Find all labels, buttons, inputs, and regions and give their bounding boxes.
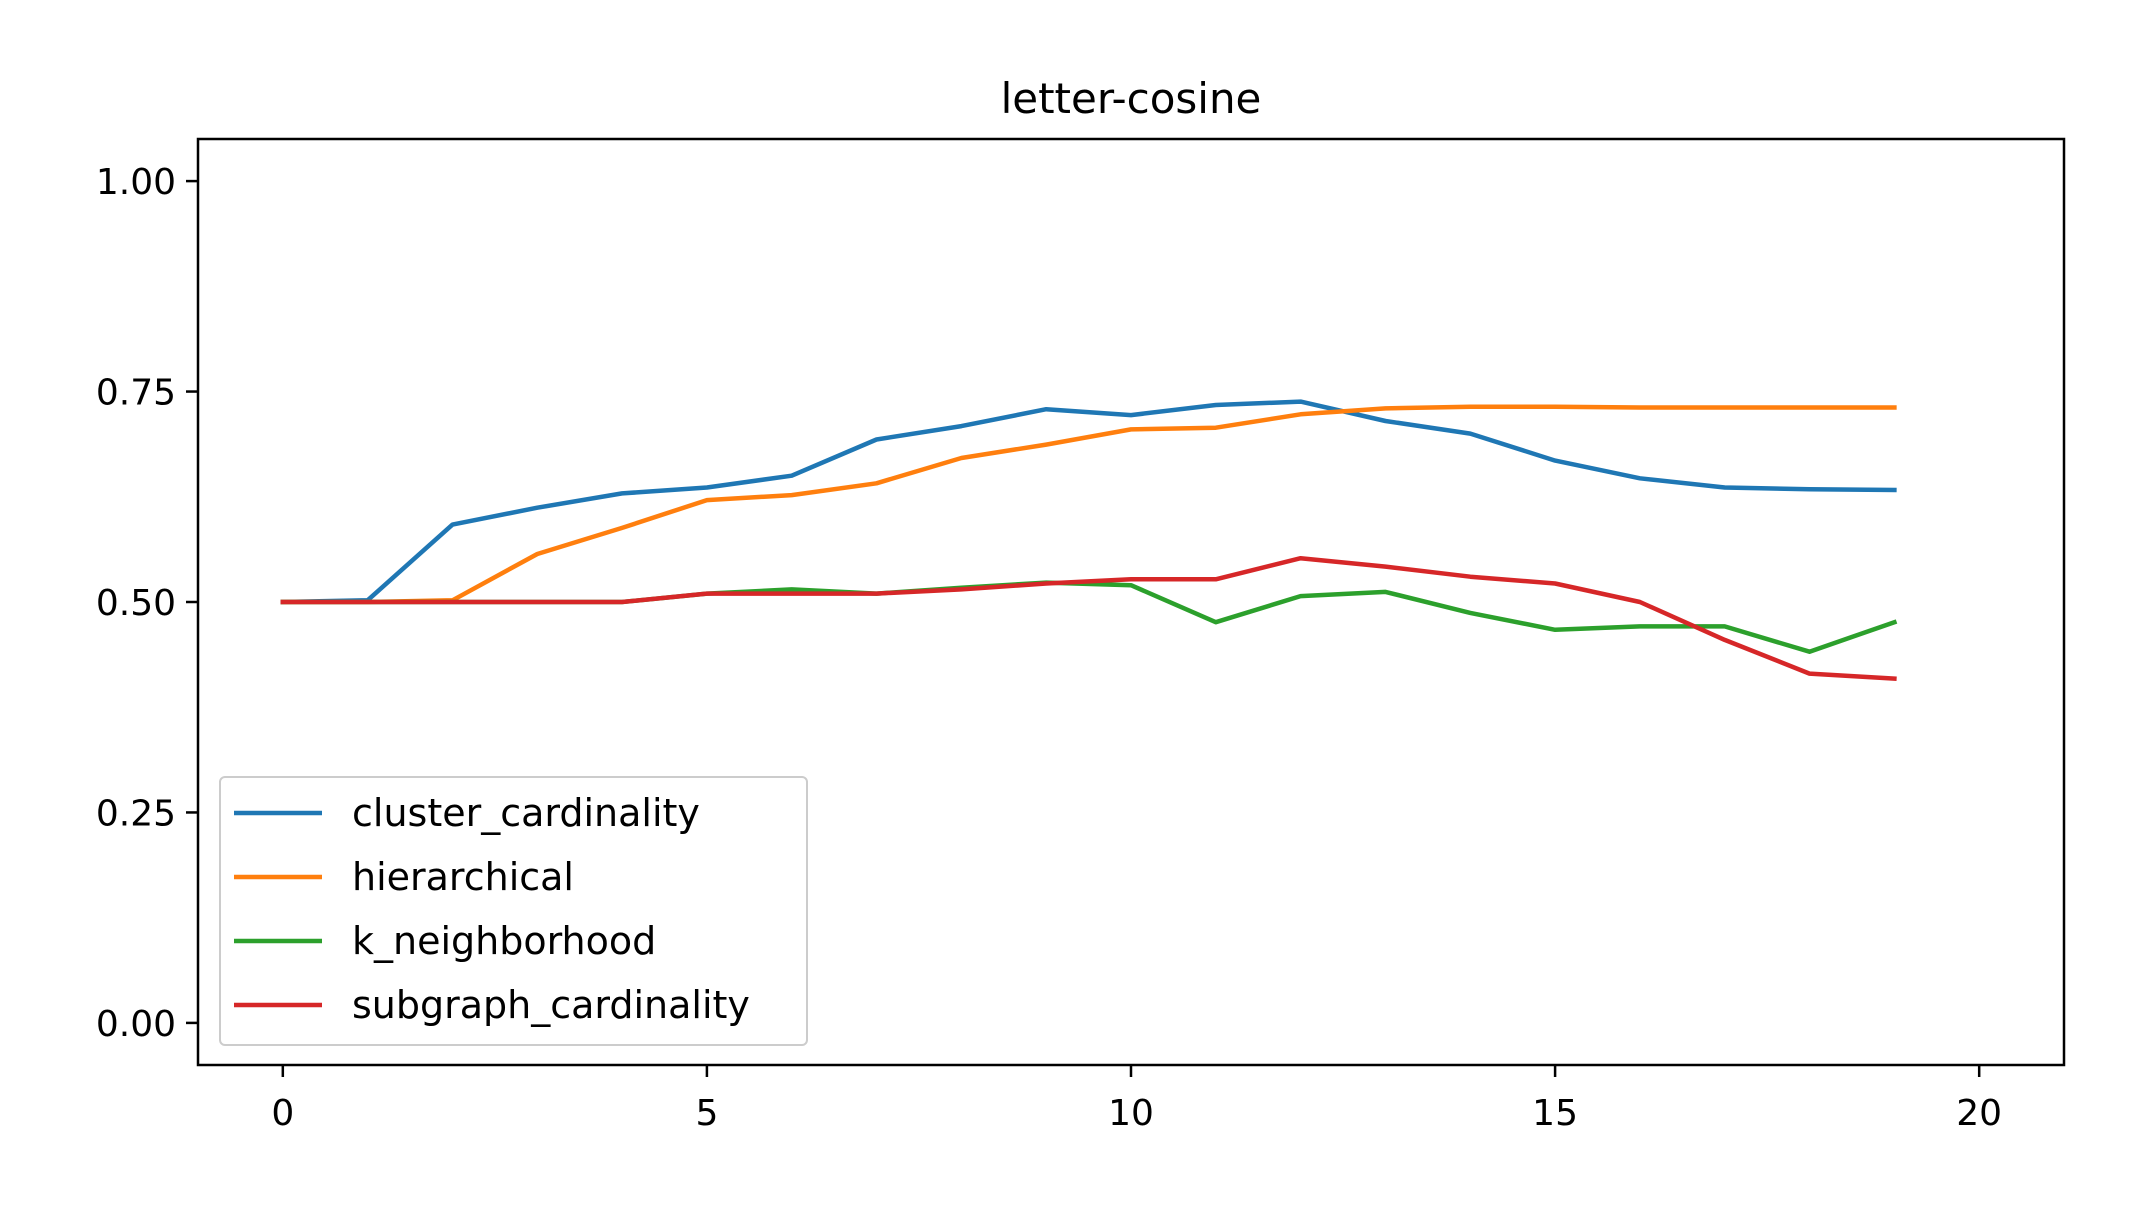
y-tick-label: 1.00 (96, 162, 176, 203)
legend-label: subgraph_cardinality (352, 983, 750, 1027)
legend-label: hierarchical (352, 855, 574, 899)
series-line-hierarchical (280, 404, 1897, 605)
y-axis: 0.00 0.25 0.50 0.75 1.00 (96, 162, 198, 1045)
x-tick-label: 5 (695, 1093, 718, 1134)
series-line-subgraph-cardinality (280, 555, 1897, 681)
x-tick-label: 20 (1956, 1093, 2002, 1134)
series-lines (280, 399, 1898, 681)
x-tick-label: 10 (1108, 1093, 1154, 1134)
x-tick-label: 0 (271, 1093, 294, 1134)
legend: cluster_cardinality hierarchical k_neighbo… (219, 776, 808, 1046)
legend-label: cluster_cardinality (352, 791, 700, 835)
y-tick-label: 0.00 (96, 1004, 176, 1045)
x-axis: 0 5 10 15 20 (271, 1065, 2002, 1134)
x-tick-label: 15 (1532, 1093, 1578, 1134)
series-line-cluster-cardinality (280, 399, 1897, 605)
y-tick-label: 0.75 (96, 373, 176, 414)
y-tick-label: 0.50 (96, 583, 176, 624)
legend-box (219, 776, 808, 1046)
legend-label: k_neighborhood (352, 919, 656, 963)
series-line-k-neighborhood (280, 580, 1898, 654)
plot-frame (196, 137, 2066, 1067)
chart-title: letter-cosine (1001, 74, 1262, 123)
y-tick-label: 0.25 (96, 793, 176, 834)
